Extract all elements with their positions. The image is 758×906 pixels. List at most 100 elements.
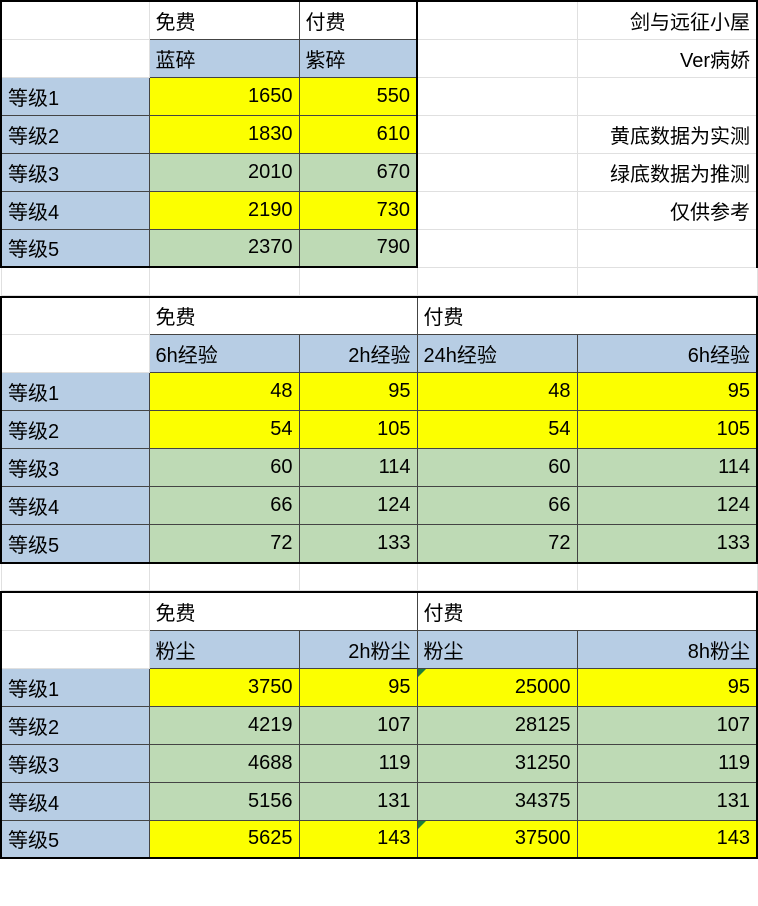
header-6h-exp: 6h经验 [149,335,299,373]
cell: 28125 [417,706,577,744]
cell: 107 [577,706,757,744]
table-shards: 免费 付费 剑与远征小屋 蓝碎 紫碎 Ver病娇 等级1 1650 550 等级… [0,0,758,296]
header-paid: 付费 [417,297,757,335]
blank-cell [1,297,149,335]
cell: 95 [299,668,417,706]
cell: 610 [299,115,417,153]
blank-cell [417,39,577,77]
blank-cell [1,1,149,39]
cell: 114 [299,449,417,487]
note-yellow: 黄底数据为实测 [577,115,757,153]
cell: 72 [417,525,577,563]
blank-cell [417,191,577,229]
cell: 66 [149,487,299,525]
blank-cell [1,39,149,77]
cell: 143 [577,820,757,858]
row-label: 等级3 [1,744,149,782]
row-label: 等级4 [1,191,149,229]
note-ref: 仅供参考 [577,191,757,229]
cell: 107 [299,706,417,744]
cell: 124 [577,487,757,525]
sheet: 免费 付费 剑与远征小屋 蓝碎 紫碎 Ver病娇 等级1 1650 550 等级… [0,0,758,859]
cell: 114 [577,449,757,487]
row-label: 等级4 [1,782,149,820]
note-green: 绿底数据为推测 [577,153,757,191]
row-label: 等级3 [1,449,149,487]
cell: 5156 [149,782,299,820]
cell: 131 [299,782,417,820]
blank-cell [577,229,757,267]
cell: 2010 [149,153,299,191]
row-label: 等级1 [1,668,149,706]
cell: 54 [149,411,299,449]
blank-cell [577,77,757,115]
blank-cell [417,1,577,39]
cell: 790 [299,229,417,267]
blank-cell [417,115,577,153]
blank-cell [417,77,577,115]
cell: 133 [299,525,417,563]
cell: 25000 [417,668,577,706]
row-label: 等级2 [1,411,149,449]
row-label: 等级1 [1,77,149,115]
blank-cell [1,630,149,668]
cell: 1650 [149,77,299,115]
blank-cell [417,153,577,191]
meta-title: 剑与远征小屋 [577,1,757,39]
meta-author: Ver病娇 [577,39,757,77]
cell: 48 [149,373,299,411]
cell: 37500 [417,820,577,858]
cell: 550 [299,77,417,115]
header-6h-exp-paid: 6h经验 [577,335,757,373]
header-2h-exp: 2h经验 [299,335,417,373]
cell: 72 [149,525,299,563]
header-paid: 付费 [299,1,417,39]
row-label: 等级5 [1,525,149,563]
header-free: 免费 [149,1,299,39]
row-label: 等级4 [1,487,149,525]
header-dust-paid: 粉尘 [417,630,577,668]
cell: 95 [299,373,417,411]
cell: 133 [577,525,757,563]
header-2h-dust: 2h粉尘 [299,630,417,668]
cell: 1830 [149,115,299,153]
cell: 5625 [149,820,299,858]
blank-cell [1,335,149,373]
header-paid: 付费 [417,592,757,630]
cell: 60 [417,449,577,487]
cell: 119 [299,744,417,782]
cell: 95 [577,373,757,411]
cell: 4688 [149,744,299,782]
cell: 66 [417,487,577,525]
cell: 95 [577,668,757,706]
blank-cell [417,229,577,267]
row-label: 等级1 [1,373,149,411]
cell: 105 [577,411,757,449]
table-dust: 免费 付费 粉尘 2h粉尘 粉尘 8h粉尘 等级1 3750 95 25000 … [0,591,758,859]
row-label: 等级3 [1,153,149,191]
cell: 2370 [149,229,299,267]
header-free: 免费 [149,592,417,630]
row-label: 等级2 [1,706,149,744]
cell: 48 [417,373,577,411]
header-24h-exp: 24h经验 [417,335,577,373]
cell: 54 [417,411,577,449]
cell: 60 [149,449,299,487]
header-purple-shard: 紫碎 [299,39,417,77]
cell: 3750 [149,668,299,706]
header-dust: 粉尘 [149,630,299,668]
cell: 143 [299,820,417,858]
blank-cell [1,592,149,630]
cell: 4219 [149,706,299,744]
cell: 2190 [149,191,299,229]
cell: 131 [577,782,757,820]
cell: 34375 [417,782,577,820]
header-free: 免费 [149,297,417,335]
header-blue-shard: 蓝碎 [149,39,299,77]
cell: 730 [299,191,417,229]
cell: 124 [299,487,417,525]
cell: 105 [299,411,417,449]
row-label: 等级5 [1,820,149,858]
header-8h-dust: 8h粉尘 [577,630,757,668]
cell: 670 [299,153,417,191]
